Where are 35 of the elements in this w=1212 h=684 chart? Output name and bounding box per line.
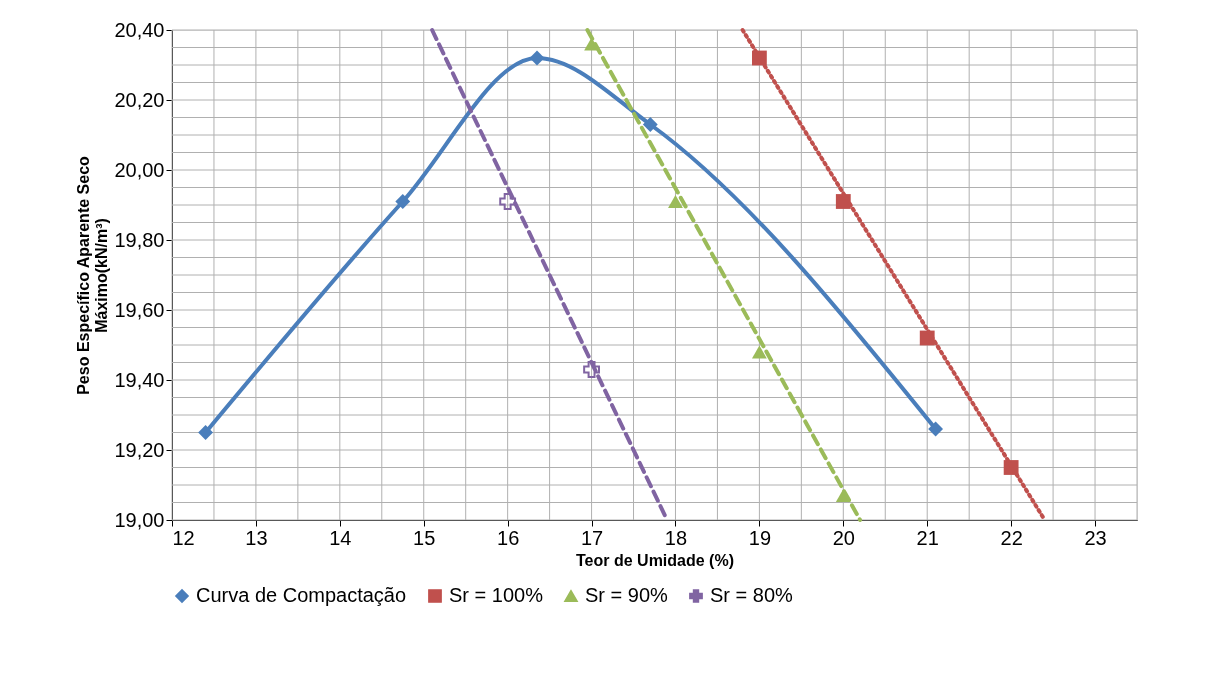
x-tick-label: 12 <box>172 526 195 549</box>
point <box>529 50 545 66</box>
y-tick-label: 19,40 <box>114 368 165 391</box>
point <box>583 361 600 378</box>
point <box>395 194 411 209</box>
point <box>928 421 944 437</box>
x-axis-title: Teor de Umidade (%) <box>576 551 734 569</box>
x-tick-label: 19 <box>748 526 772 549</box>
y-tick-label: 19,80 <box>114 228 165 251</box>
point <box>642 117 658 132</box>
x-tick-label: 18 <box>664 526 688 549</box>
y-tick-label: 20,20 <box>114 88 165 111</box>
y-axis-title: Peso Específico Aparente Seco Máximo(kN/m³) <box>75 155 111 395</box>
x-tick-label: 15 <box>413 526 436 549</box>
legend-label: Sr = 100% <box>449 584 544 606</box>
legend-label: Sr = 90% <box>585 584 669 606</box>
x-tick-label: 14 <box>329 526 352 549</box>
y-tick-label: 20,40 <box>114 18 165 41</box>
x-tick-label: 23 <box>1084 526 1107 549</box>
y-tick-label: 19,20 <box>114 438 165 461</box>
y-tick-label: 19,00 <box>114 508 165 531</box>
point <box>198 425 213 440</box>
legend-label: Sr = 80% <box>710 584 794 606</box>
point <box>499 193 517 210</box>
x-tick-label: 16 <box>497 526 520 549</box>
y-tick-label: 20,00 <box>114 158 165 181</box>
x-tick-label: 21 <box>916 526 939 549</box>
legend-label: Curva de Compactação <box>196 584 407 606</box>
point <box>751 345 767 359</box>
x-tick-label: 22 <box>1000 526 1023 549</box>
point <box>668 195 683 208</box>
y-tick-label: 19,60 <box>114 298 165 321</box>
x-tick-label: 20 <box>832 526 855 549</box>
x-tick-label: 13 <box>245 526 268 549</box>
x-tick-label: 17 <box>580 526 604 549</box>
